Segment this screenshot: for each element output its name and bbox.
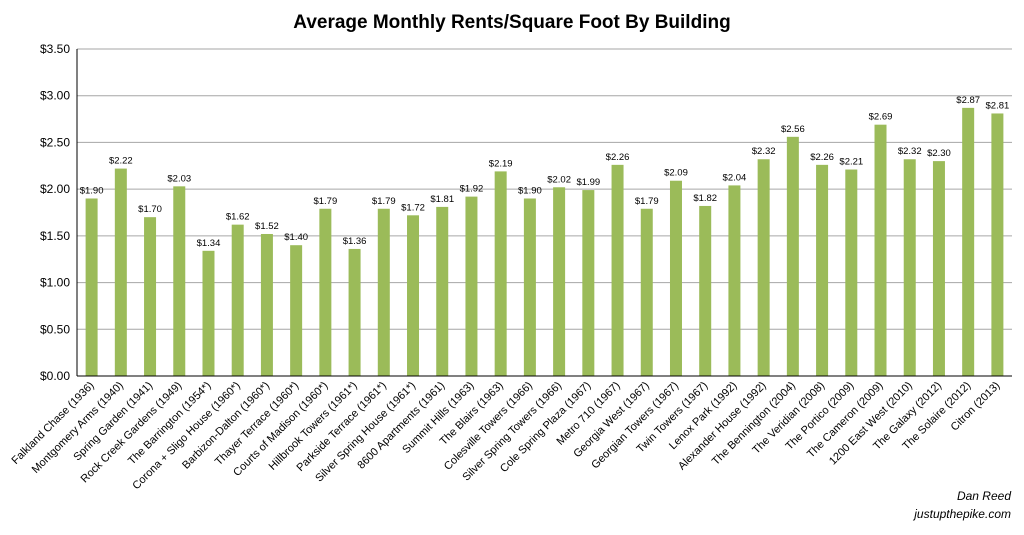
data-label: $1.40 (284, 232, 308, 243)
data-label: $1.52 (255, 221, 279, 232)
bar (553, 187, 566, 376)
data-label: $1.92 (460, 184, 484, 195)
x-tick-label: Corona + Sligo House (1960*) (130, 380, 242, 492)
bar (991, 113, 1004, 377)
y-tick-label: $0.00 (40, 369, 70, 383)
data-label: $2.30 (927, 148, 951, 159)
data-label: $2.32 (898, 146, 922, 157)
credit-site: justupthepike.com (912, 507, 1011, 521)
bar (845, 169, 858, 376)
data-label: $2.21 (839, 157, 863, 168)
credit-author: Dan Reed (957, 489, 1011, 503)
bars (85, 107, 1004, 377)
bar (260, 233, 273, 376)
bar (465, 196, 478, 376)
bar (436, 206, 449, 376)
bar (757, 159, 770, 376)
bar (640, 208, 653, 376)
data-label: $1.62 (226, 212, 250, 223)
bar (582, 190, 595, 376)
bar (728, 185, 741, 376)
data-label: $2.69 (869, 112, 893, 123)
data-label: $2.03 (167, 173, 191, 184)
y-tick-label: $0.50 (40, 322, 70, 336)
bar (699, 205, 712, 376)
data-label: $2.32 (752, 146, 776, 157)
data-label: $1.90 (518, 185, 542, 196)
data-label: $1.99 (576, 177, 600, 188)
chart-title: Average Monthly Rents/Square Foot By Bui… (293, 12, 730, 33)
bar (114, 168, 127, 376)
bar (202, 250, 215, 376)
y-tick-label: $3.50 (40, 42, 70, 56)
y-axis-ticks: $0.00 $0.50 $1.00 $1.50 $2.00 $2.50 $3.00 $3.50 (40, 42, 70, 383)
bar (319, 208, 332, 376)
data-label: $2.02 (547, 174, 571, 185)
gridlines (77, 48, 1012, 330)
bar (494, 171, 507, 376)
data-label: $1.36 (343, 236, 367, 247)
y-tick-label: $3.00 (40, 89, 70, 103)
data-label: $2.26 (810, 152, 834, 163)
category-labels: Falkland Chase (1936)Montgomery Arms (19… (10, 380, 1003, 492)
data-label: $1.79 (635, 196, 659, 207)
data-label: $1.90 (80, 185, 104, 196)
data-label: $1.72 (401, 202, 425, 213)
bar (611, 164, 624, 376)
data-label: $1.81 (430, 194, 454, 205)
bar (523, 198, 536, 376)
data-label: $1.82 (693, 193, 717, 204)
bar (231, 224, 244, 376)
bar (786, 136, 799, 376)
bar (348, 248, 361, 376)
data-label: $2.19 (489, 158, 513, 169)
bar (290, 245, 303, 376)
bar (144, 217, 157, 376)
bar (173, 186, 186, 376)
bar (377, 208, 390, 376)
data-label: $1.79 (313, 196, 337, 207)
data-label: $2.56 (781, 124, 805, 135)
y-tick-label: $2.50 (40, 135, 70, 149)
y-tick-label: $1.50 (40, 229, 70, 243)
data-label: $2.81 (986, 100, 1010, 111)
bar (816, 164, 829, 376)
bar (962, 107, 975, 377)
bar (932, 161, 945, 376)
data-label: $1.34 (197, 238, 221, 249)
bar (85, 198, 98, 376)
data-label: $2.04 (723, 172, 747, 183)
value-labels: $1.90 $2.22 $1.70 $2.03 $1.34 $1.62 $1.52 $1.40… (80, 95, 1010, 249)
bar (407, 215, 420, 376)
data-label: $2.26 (606, 152, 630, 163)
bar (903, 159, 916, 376)
y-tick-label: $1.00 (40, 276, 70, 290)
bar (669, 180, 682, 376)
data-label: $2.22 (109, 156, 133, 167)
data-label: $1.70 (138, 204, 162, 215)
y-tick-label: $2.00 (40, 182, 70, 196)
data-label: $2.09 (664, 168, 688, 179)
bar (874, 124, 887, 376)
data-label: $2.87 (956, 95, 980, 106)
data-label: $1.79 (372, 196, 396, 207)
